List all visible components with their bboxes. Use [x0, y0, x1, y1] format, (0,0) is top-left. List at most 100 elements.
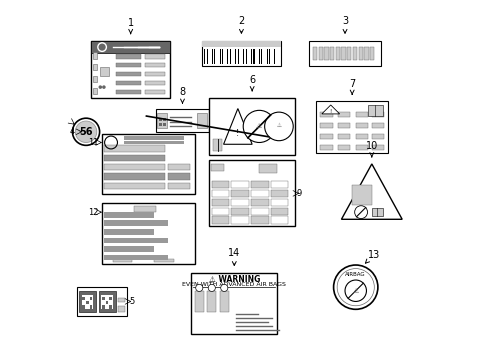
FancyBboxPatch shape — [77, 287, 127, 316]
FancyBboxPatch shape — [195, 291, 204, 312]
FancyBboxPatch shape — [163, 123, 167, 126]
FancyBboxPatch shape — [104, 183, 165, 189]
FancyBboxPatch shape — [202, 41, 281, 47]
FancyBboxPatch shape — [259, 49, 260, 64]
Circle shape — [75, 121, 97, 143]
FancyBboxPatch shape — [274, 49, 275, 64]
FancyBboxPatch shape — [338, 145, 350, 150]
FancyBboxPatch shape — [212, 216, 229, 224]
FancyBboxPatch shape — [270, 216, 288, 224]
FancyBboxPatch shape — [253, 49, 254, 64]
FancyBboxPatch shape — [109, 305, 112, 309]
FancyBboxPatch shape — [102, 134, 195, 194]
FancyBboxPatch shape — [159, 118, 162, 121]
FancyBboxPatch shape — [118, 306, 124, 312]
Text: 4: 4 — [70, 127, 75, 136]
FancyBboxPatch shape — [82, 295, 93, 309]
FancyBboxPatch shape — [233, 49, 234, 64]
FancyBboxPatch shape — [104, 229, 154, 235]
FancyBboxPatch shape — [104, 246, 154, 252]
Text: 11: 11 — [88, 138, 98, 147]
Polygon shape — [342, 164, 402, 219]
FancyBboxPatch shape — [104, 238, 168, 243]
FancyBboxPatch shape — [90, 297, 92, 300]
Text: 10: 10 — [366, 141, 378, 157]
FancyBboxPatch shape — [113, 258, 132, 262]
FancyBboxPatch shape — [347, 47, 351, 60]
FancyBboxPatch shape — [338, 112, 350, 117]
Text: 56: 56 — [79, 127, 93, 137]
FancyBboxPatch shape — [225, 49, 226, 64]
FancyBboxPatch shape — [342, 47, 346, 60]
FancyBboxPatch shape — [145, 81, 165, 85]
FancyBboxPatch shape — [93, 88, 98, 94]
FancyBboxPatch shape — [320, 145, 333, 150]
FancyBboxPatch shape — [214, 49, 216, 64]
FancyBboxPatch shape — [259, 164, 277, 173]
Text: 7: 7 — [349, 78, 355, 94]
Circle shape — [220, 284, 228, 292]
FancyBboxPatch shape — [212, 190, 229, 197]
FancyBboxPatch shape — [251, 190, 269, 197]
FancyBboxPatch shape — [104, 173, 165, 180]
FancyBboxPatch shape — [212, 49, 213, 64]
FancyBboxPatch shape — [372, 208, 383, 216]
FancyBboxPatch shape — [256, 49, 257, 64]
FancyBboxPatch shape — [209, 98, 295, 155]
FancyBboxPatch shape — [356, 134, 368, 139]
FancyBboxPatch shape — [100, 67, 109, 76]
FancyBboxPatch shape — [212, 199, 229, 206]
Polygon shape — [322, 105, 340, 114]
FancyBboxPatch shape — [102, 297, 104, 300]
FancyBboxPatch shape — [324, 47, 329, 60]
FancyBboxPatch shape — [320, 112, 333, 117]
FancyBboxPatch shape — [104, 155, 165, 161]
FancyBboxPatch shape — [245, 49, 246, 64]
FancyBboxPatch shape — [231, 216, 249, 224]
FancyBboxPatch shape — [209, 160, 295, 226]
FancyBboxPatch shape — [102, 203, 195, 264]
FancyBboxPatch shape — [309, 41, 381, 66]
Text: 13: 13 — [366, 250, 380, 263]
FancyBboxPatch shape — [230, 49, 231, 64]
FancyBboxPatch shape — [338, 134, 350, 139]
FancyBboxPatch shape — [267, 49, 268, 64]
Circle shape — [243, 111, 275, 143]
FancyBboxPatch shape — [93, 64, 98, 71]
FancyBboxPatch shape — [117, 81, 142, 85]
Text: 14: 14 — [228, 248, 241, 265]
FancyBboxPatch shape — [145, 63, 165, 67]
Text: 5: 5 — [129, 297, 134, 306]
FancyBboxPatch shape — [98, 292, 116, 312]
FancyBboxPatch shape — [145, 54, 165, 59]
Text: ⚠ WARNING: ⚠ WARNING — [209, 275, 260, 284]
FancyBboxPatch shape — [231, 190, 249, 197]
Circle shape — [337, 269, 374, 306]
FancyBboxPatch shape — [231, 199, 249, 206]
FancyBboxPatch shape — [336, 47, 340, 60]
FancyBboxPatch shape — [356, 112, 368, 117]
FancyBboxPatch shape — [235, 49, 236, 64]
FancyBboxPatch shape — [212, 207, 229, 215]
FancyBboxPatch shape — [211, 164, 223, 171]
FancyBboxPatch shape — [269, 49, 270, 64]
FancyBboxPatch shape — [101, 295, 113, 309]
FancyBboxPatch shape — [370, 47, 374, 60]
FancyBboxPatch shape — [222, 49, 223, 64]
Text: AIRBAG: AIRBAG — [345, 272, 366, 277]
FancyBboxPatch shape — [356, 123, 368, 128]
FancyBboxPatch shape — [104, 145, 165, 152]
Text: 9: 9 — [297, 189, 302, 198]
FancyBboxPatch shape — [270, 207, 288, 215]
FancyBboxPatch shape — [368, 105, 383, 116]
FancyBboxPatch shape — [93, 52, 98, 59]
Circle shape — [196, 284, 203, 292]
Text: 12: 12 — [88, 208, 98, 217]
FancyBboxPatch shape — [251, 181, 269, 188]
FancyBboxPatch shape — [168, 173, 190, 180]
FancyBboxPatch shape — [117, 72, 142, 76]
FancyBboxPatch shape — [318, 47, 323, 60]
FancyBboxPatch shape — [264, 49, 265, 64]
FancyBboxPatch shape — [145, 72, 165, 76]
FancyBboxPatch shape — [251, 49, 252, 64]
